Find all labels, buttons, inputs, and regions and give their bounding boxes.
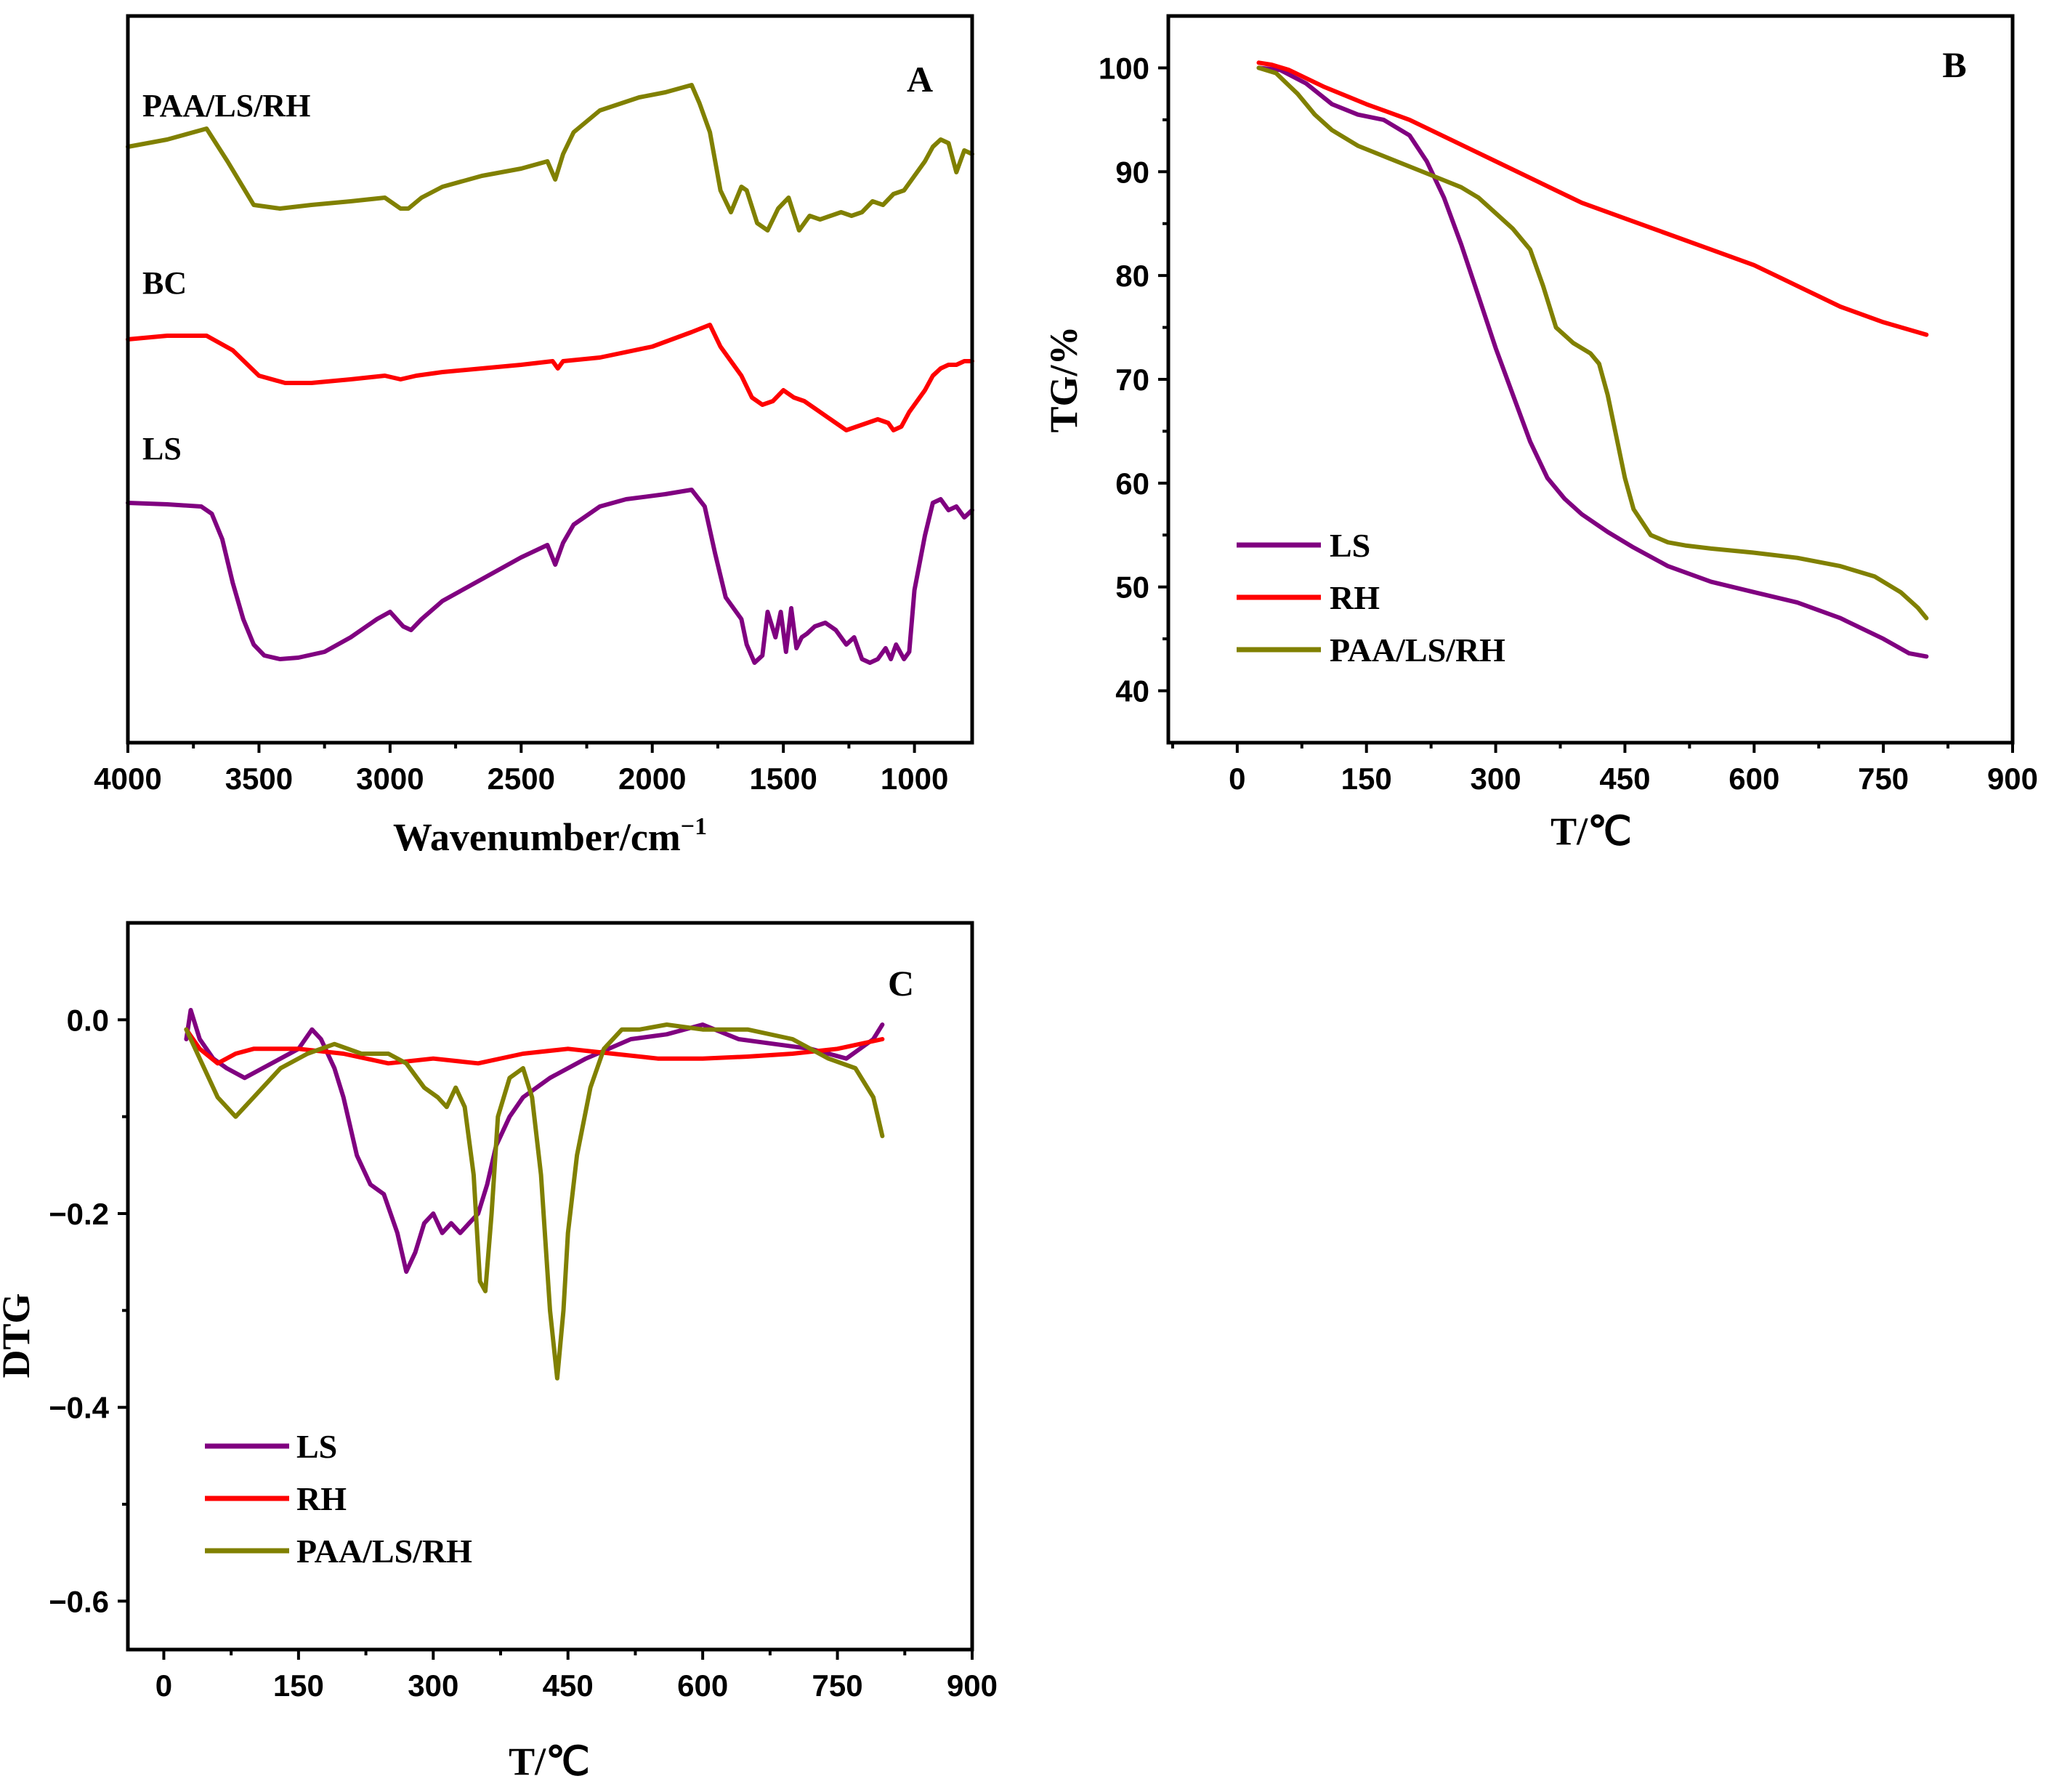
panel-a-series-label-paa-ls-rh: PAA/LS/RH	[142, 88, 310, 124]
panel-b-x-tick-label: 0	[1229, 762, 1245, 796]
panel-c-x-tick-label: 600	[677, 1668, 728, 1703]
panel-b-label: B	[1942, 44, 1966, 85]
panel-c-x-tick-label: 900	[947, 1668, 998, 1703]
panel-b-legend-ls: LS	[1330, 527, 1370, 564]
panel-a-x-tick-label: 2500	[488, 762, 555, 796]
panel-c-legend-rh: RH	[296, 1480, 347, 1517]
panel-b-data-layer	[1256, 60, 1929, 659]
panel-b-series-ls	[1256, 65, 1929, 659]
panel-c-ticks: 0 150 300 450 600 750 900 0.0 −0.2 −0.4 −0.6	[49, 1003, 998, 1703]
panel-a-x-tick-label: 3500	[225, 762, 293, 796]
panel-a-data-layer	[126, 83, 974, 665]
panel-b-series-rh	[1256, 60, 1929, 337]
panel-c: 0 150 300 450 600 750 900 0.0 −0.2 −0.4 −0.6 C T/℃…	[0, 921, 998, 1783]
panel-a: 4000 3500 3000 2500 2000 1500 1000 A PAA/LS/RH…	[94, 14, 974, 859]
panel-a-series-paa-ls-rh	[126, 83, 974, 233]
panel-b-x-tick-label: 450	[1599, 762, 1650, 796]
panel-b-y-tick-label: 80	[1115, 259, 1149, 293]
panel-c-legend-paa-ls-rh: PAA/LS/RH	[296, 1533, 472, 1570]
panel-c-x-tick-label: 0	[155, 1668, 172, 1703]
panel-a-series-ls	[126, 488, 974, 665]
panel-c-y-tick-label: 0.0	[67, 1003, 109, 1037]
panel-b-x-tick-label: 600	[1729, 762, 1779, 796]
panel-b-y-tick-label: 60	[1115, 467, 1149, 501]
panel-b-legend-rh: RH	[1330, 579, 1380, 616]
panel-a-x-tick-label: 4000	[94, 762, 161, 796]
panel-a-x-tick-label: 1000	[881, 762, 948, 796]
panel-a-x-axis-title-main: Wavenumber/cm	[393, 815, 681, 859]
panel-b-x-tick-label: 750	[1858, 762, 1909, 796]
panel-c-x-tick-label: 450	[543, 1668, 594, 1703]
panel-a-x-tick-label: 3000	[356, 762, 424, 796]
panel-b-ticks: 0 150 300 450 600 750 900 40 50 60 70 80 90 100	[1099, 51, 2038, 796]
panel-c-series-ls	[184, 1008, 885, 1274]
panel-a-frame	[126, 14, 974, 745]
panel-c-data-layer	[184, 1008, 885, 1381]
panel-c-legend-ls: LS	[296, 1428, 337, 1465]
panel-a-x-tick-label: 1500	[749, 762, 817, 796]
panel-b-legend: LS RH PAA/LS/RH	[1237, 527, 1505, 669]
panel-b: 0 150 300 450 600 750 900 40 50 60 70 80 90 100 B T/℃…	[1042, 14, 2038, 853]
panel-c-label: C	[888, 963, 914, 1004]
panel-c-y-tick-label: −0.4	[49, 1391, 110, 1425]
panel-a-series-label-ls: LS	[142, 431, 182, 467]
panel-c-series-paa-ls-rh	[184, 1022, 885, 1381]
panel-c-x-tick-label: 150	[273, 1668, 324, 1703]
panel-b-frame	[1166, 14, 2015, 745]
panel-b-y-axis-title: TG/%	[1042, 326, 1085, 432]
panel-a-x-axis-title-superscript: −1	[681, 813, 707, 840]
panel-a-ticks: 4000 3500 3000 2500 2000 1500 1000	[94, 743, 948, 796]
panel-a-x-axis-title: Wavenumber/cm−1	[393, 813, 707, 859]
panel-b-series-paa-ls-rh	[1256, 65, 1929, 621]
panel-c-legend: LS RH PAA/LS/RH	[205, 1428, 472, 1570]
panel-c-x-axis-title: T/℃	[509, 1740, 590, 1783]
panel-a-x-tick-label: 2000	[618, 762, 686, 796]
panel-a-label: A	[907, 59, 933, 100]
panel-c-series-rh	[184, 1027, 885, 1066]
panel-b-x-axis-title: T/℃	[1550, 810, 1632, 853]
panel-b-y-tick-label: 40	[1115, 674, 1149, 709]
panel-c-x-tick-label: 300	[408, 1668, 458, 1703]
panel-b-y-tick-label: 90	[1115, 155, 1149, 189]
panel-b-legend-paa-ls-rh: PAA/LS/RH	[1330, 631, 1505, 669]
panel-b-x-tick-label: 300	[1471, 762, 1521, 796]
panel-c-x-tick-label: 750	[812, 1668, 863, 1703]
panel-b-x-tick-label: 150	[1341, 762, 1392, 796]
panel-a-series-label-bc: BC	[142, 265, 187, 301]
panel-c-y-axis-title: DTG	[0, 1293, 38, 1378]
panel-b-y-tick-label: 100	[1099, 51, 1149, 85]
panel-c-frame	[126, 921, 974, 1652]
panel-b-y-tick-label: 70	[1115, 363, 1149, 397]
panel-b-x-tick-label: 900	[1987, 762, 2038, 796]
panel-b-y-tick-label: 50	[1115, 570, 1149, 605]
panel-c-y-tick-label: −0.2	[49, 1197, 109, 1231]
panel-c-y-tick-label: −0.6	[49, 1584, 109, 1618]
panel-a-series-bc	[126, 323, 974, 432]
